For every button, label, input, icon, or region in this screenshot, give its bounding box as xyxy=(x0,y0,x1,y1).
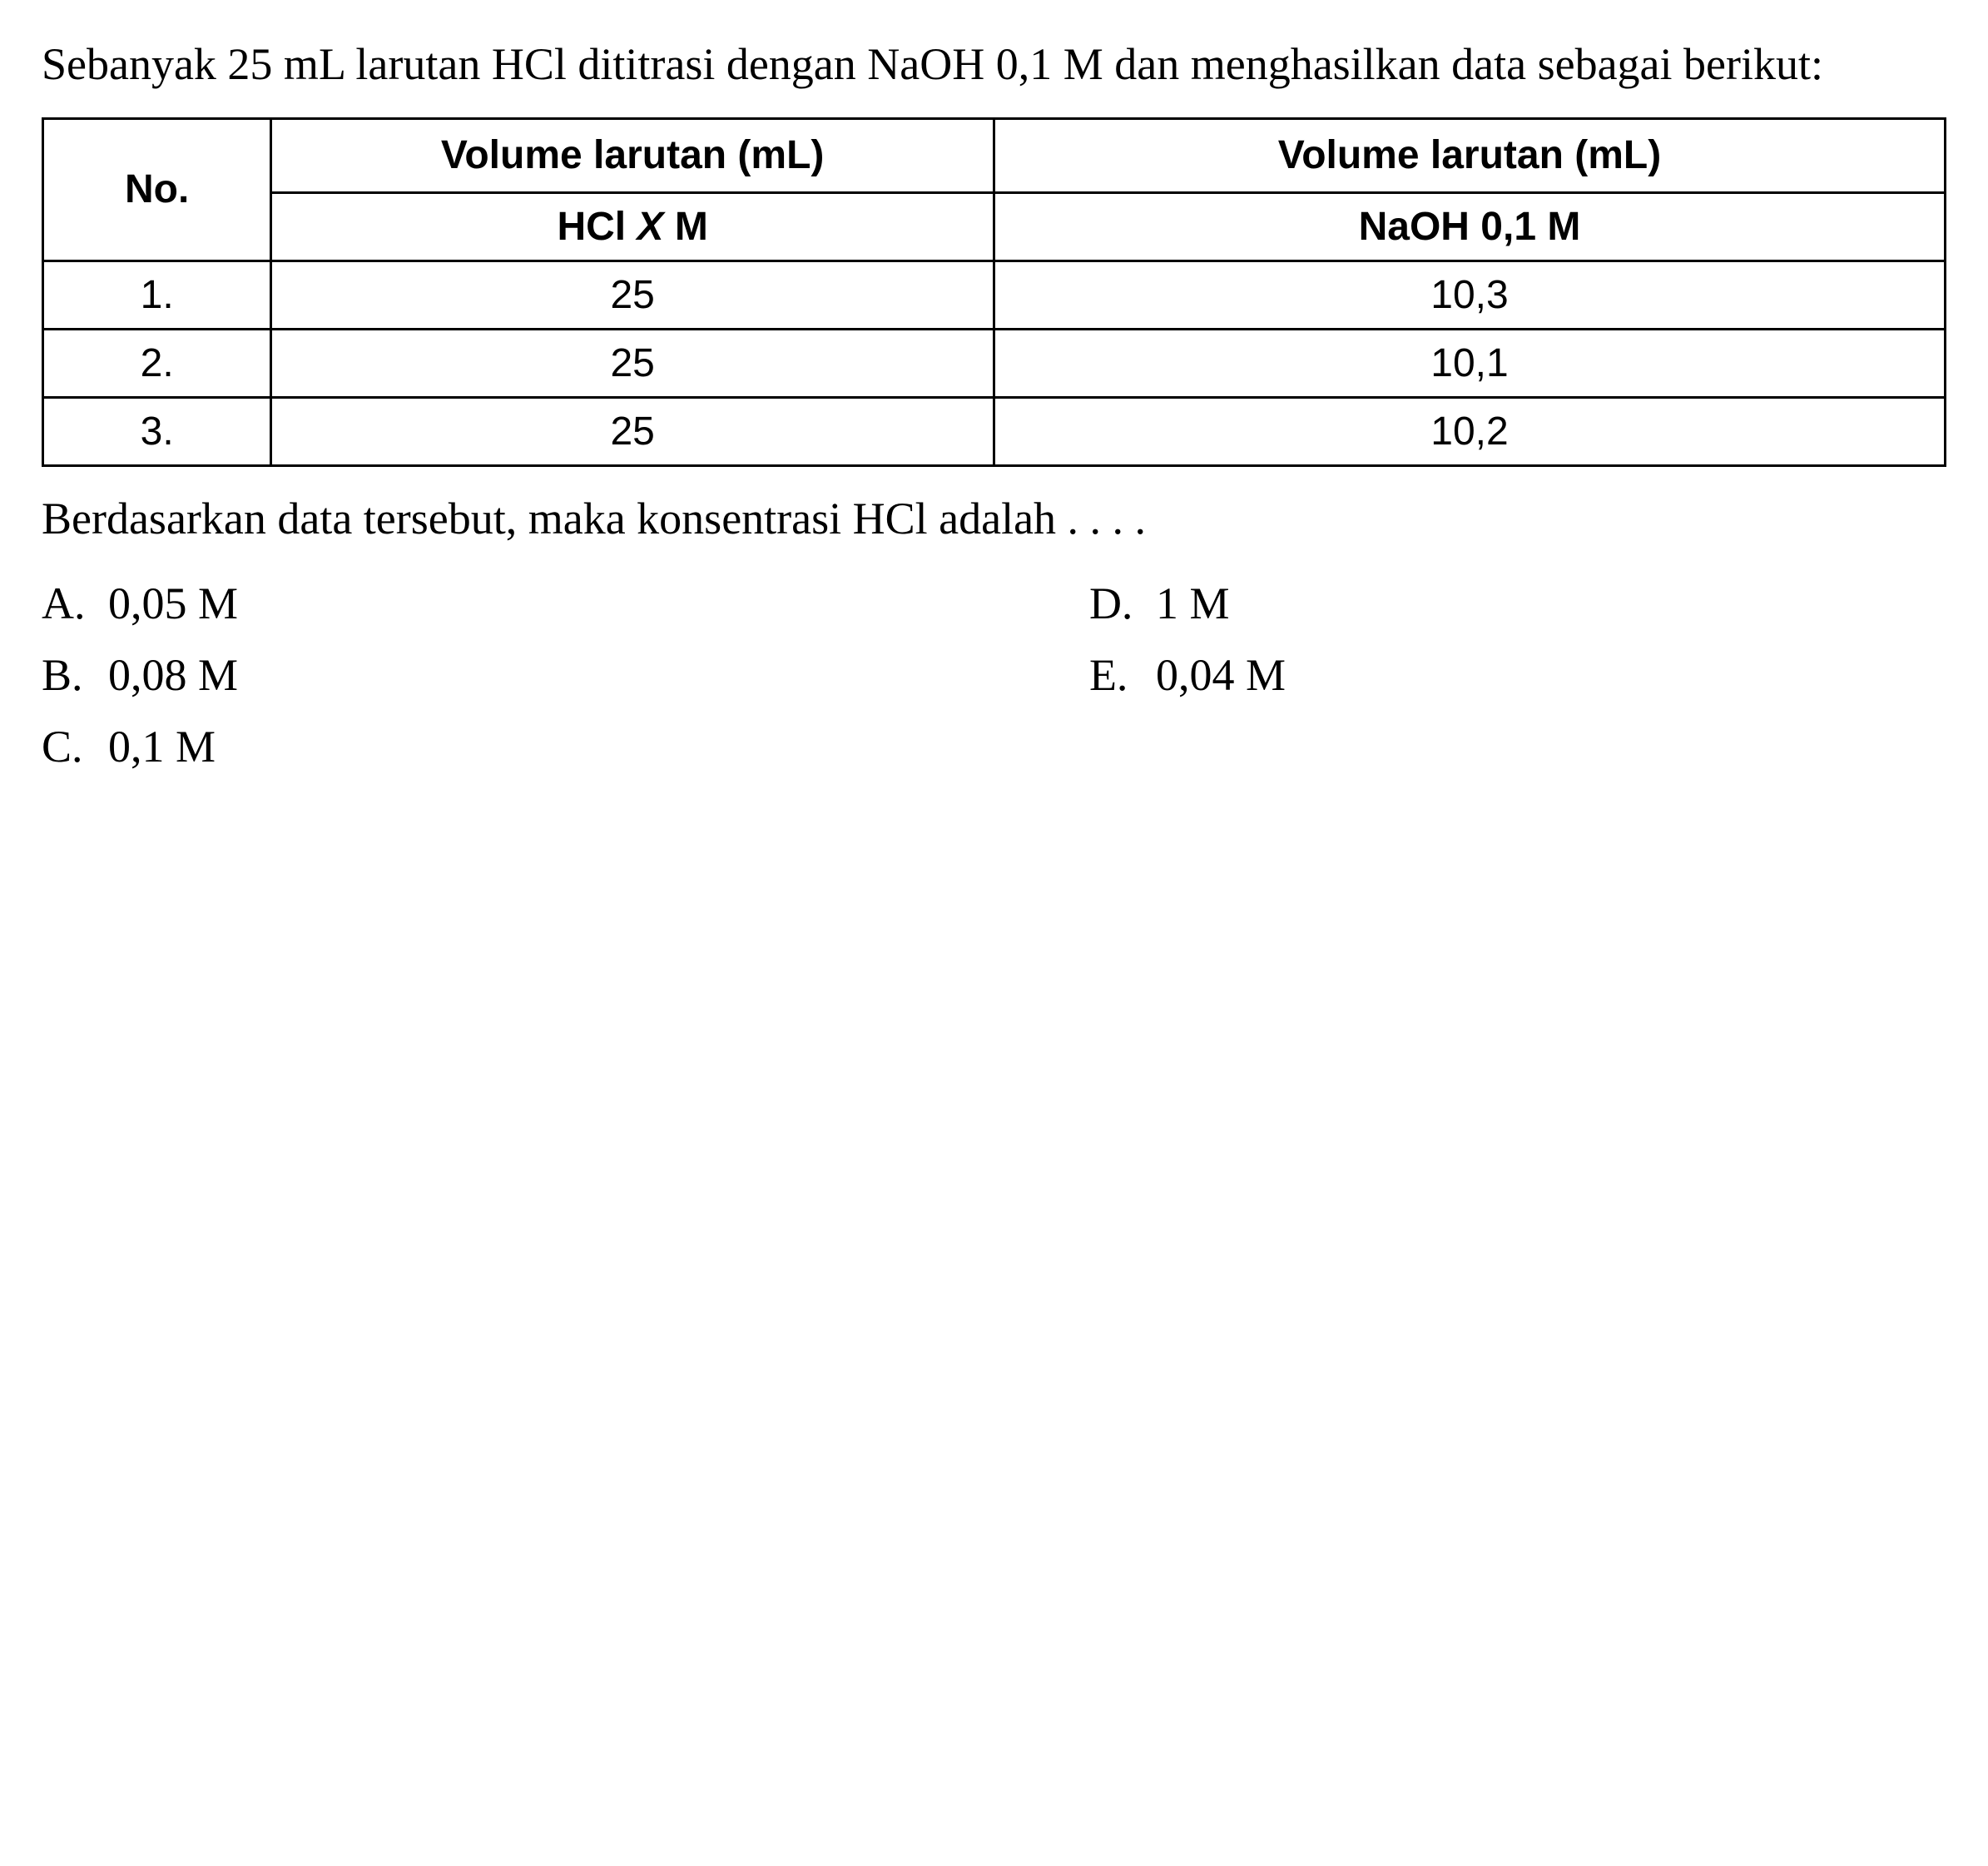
options-container: A. 0,05 M B. 0,08 M C. 0,1 M D. 1 M E. 0… xyxy=(42,568,1946,783)
option-e: E. 0,04 M xyxy=(1089,639,1946,711)
option-value: 0,08 M xyxy=(108,639,1089,711)
cell-vol1: 25 xyxy=(271,397,994,465)
table-row: 2. 25 10,1 xyxy=(43,329,1946,397)
header-vol2-top: Volume larutan (mL) xyxy=(994,118,1945,192)
option-letter: E. xyxy=(1089,639,1156,711)
header-no: No. xyxy=(43,118,271,261)
options-right-column: D. 1 M E. 0,04 M xyxy=(1089,568,1946,783)
header-vol2-sub: NaOH 0,1 M xyxy=(994,192,1945,261)
option-c: C. 0,1 M xyxy=(42,711,1089,782)
prompt-text: Berdasarkan data tersebut, maka konsentr… xyxy=(42,488,1946,551)
option-b: B. 0,08 M xyxy=(42,639,1089,711)
header-hcl-prefix: HCl xyxy=(557,205,637,249)
option-d: D. 1 M xyxy=(1089,568,1946,639)
option-letter: A. xyxy=(42,568,108,639)
table-header-row-1: No. Volume larutan (mL) Volume larutan (… xyxy=(43,118,1946,192)
header-vol1-sub: HCl X M xyxy=(271,192,994,261)
cell-no: 1. xyxy=(43,261,271,329)
option-letter: D. xyxy=(1089,568,1156,639)
table-row: 3. 25 10,2 xyxy=(43,397,1946,465)
table-header-row-2: HCl X M NaOH 0,1 M xyxy=(43,192,1946,261)
header-x-variable: X xyxy=(637,205,663,249)
cell-vol2: 10,1 xyxy=(994,329,1945,397)
cell-vol2: 10,2 xyxy=(994,397,1945,465)
option-value: 1 M xyxy=(1156,568,1946,639)
options-left-column: A. 0,05 M B. 0,08 M C. 0,1 M xyxy=(42,568,1089,783)
option-letter: B. xyxy=(42,639,108,711)
data-table: No. Volume larutan (mL) Volume larutan (… xyxy=(42,117,1946,467)
cell-vol1: 25 xyxy=(271,261,994,329)
table-row: 1. 25 10,3 xyxy=(43,261,1946,329)
cell-vol2: 10,3 xyxy=(994,261,1945,329)
cell-no: 3. xyxy=(43,397,271,465)
header-vol1-top: Volume larutan (mL) xyxy=(271,118,994,192)
option-value: 0,05 M xyxy=(108,568,1089,639)
cell-vol1: 25 xyxy=(271,329,994,397)
header-hcl-suffix: M xyxy=(663,205,707,249)
option-a: A. 0,05 M xyxy=(42,568,1089,639)
option-value: 0,1 M xyxy=(108,711,1089,782)
option-value: 0,04 M xyxy=(1156,639,1946,711)
question-text: Sebanyak 25 mL larutan HCl dititrasi den… xyxy=(42,33,1946,97)
option-letter: C. xyxy=(42,711,108,782)
cell-no: 2. xyxy=(43,329,271,397)
